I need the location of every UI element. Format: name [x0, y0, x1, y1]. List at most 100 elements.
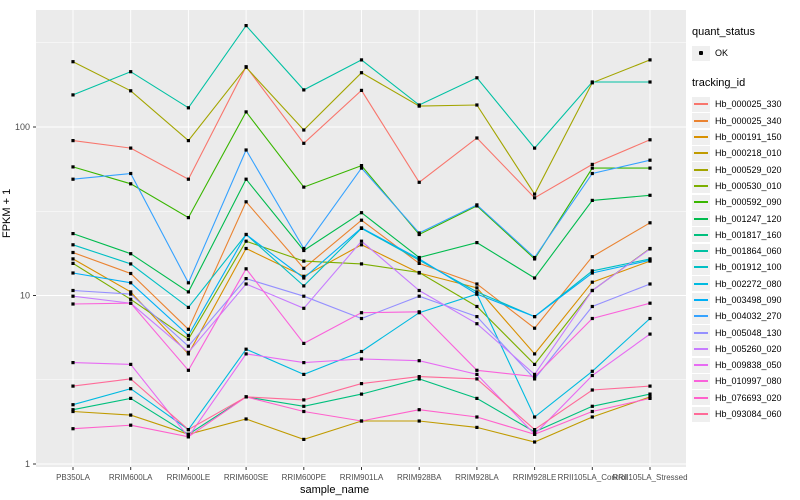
- data-point[interactable]: [186, 350, 190, 354]
- data-point[interactable]: [648, 258, 652, 262]
- data-point[interactable]: [475, 290, 479, 294]
- data-point[interactable]: [244, 239, 248, 243]
- data-point[interactable]: [590, 415, 594, 419]
- data-point[interactable]: [129, 182, 133, 186]
- data-point[interactable]: [186, 177, 190, 181]
- data-point[interactable]: [475, 292, 479, 296]
- data-point[interactable]: [244, 277, 248, 281]
- data-point[interactable]: [359, 419, 364, 423]
- data-point[interactable]: [359, 166, 364, 170]
- data-point[interactable]: [129, 271, 133, 276]
- data-point[interactable]: [302, 259, 306, 263]
- data-point[interactable]: [417, 375, 421, 379]
- legend-item-Hb_001912_100[interactable]: Hb_001912_100: [692, 259, 798, 275]
- data-point[interactable]: [533, 315, 537, 319]
- data-point[interactable]: [590, 162, 594, 166]
- data-point[interactable]: [71, 250, 75, 255]
- data-point[interactable]: [417, 231, 421, 235]
- data-point[interactable]: [244, 347, 248, 351]
- data-point[interactable]: [359, 243, 364, 247]
- data-point[interactable]: [417, 257, 421, 261]
- data-point[interactable]: [71, 93, 75, 97]
- data-point[interactable]: [244, 352, 248, 356]
- data-point[interactable]: [533, 415, 537, 419]
- data-point[interactable]: [186, 368, 190, 372]
- data-point[interactable]: [533, 146, 537, 150]
- data-point[interactable]: [244, 200, 248, 204]
- data-point[interactable]: [648, 80, 652, 84]
- data-point[interactable]: [186, 290, 190, 294]
- data-point[interactable]: [533, 362, 537, 366]
- data-point[interactable]: [475, 103, 479, 107]
- data-point[interactable]: [71, 165, 75, 169]
- data-point[interactable]: [648, 58, 652, 62]
- data-point[interactable]: [417, 419, 421, 423]
- data-point[interactable]: [648, 193, 652, 197]
- legend-item-Hb_000218_010[interactable]: Hb_000218_010: [692, 145, 798, 161]
- data-point[interactable]: [302, 404, 306, 408]
- data-point[interactable]: [648, 247, 652, 251]
- data-point[interactable]: [359, 382, 364, 386]
- data-point[interactable]: [648, 158, 652, 162]
- legend-item-Hb_010997_080[interactable]: Hb_010997_080: [692, 373, 798, 389]
- data-point[interactable]: [533, 255, 537, 260]
- data-point[interactable]: [648, 301, 652, 305]
- data-point[interactable]: [590, 304, 594, 309]
- data-point[interactable]: [186, 337, 190, 341]
- data-point[interactable]: [648, 282, 652, 286]
- data-point[interactable]: [475, 415, 479, 419]
- data-point[interactable]: [359, 211, 364, 215]
- legend-item-Hb_003498_090[interactable]: Hb_003498_090: [692, 292, 798, 308]
- data-point[interactable]: [648, 138, 652, 142]
- data-point[interactable]: [533, 276, 537, 280]
- data-point[interactable]: [648, 396, 652, 400]
- data-point[interactable]: [129, 362, 133, 366]
- data-point[interactable]: [417, 408, 421, 412]
- legend-item-Hb_001247_120[interactable]: Hb_001247_120: [692, 210, 798, 227]
- data-point[interactable]: [302, 276, 306, 280]
- data-point[interactable]: [244, 110, 248, 114]
- data-point[interactable]: [359, 88, 364, 92]
- data-point[interactable]: [71, 409, 75, 414]
- data-point[interactable]: [129, 387, 133, 391]
- data-point[interactable]: [475, 377, 479, 381]
- data-point[interactable]: [129, 70, 133, 74]
- data-point[interactable]: [302, 274, 306, 278]
- data-point[interactable]: [186, 428, 190, 432]
- data-point[interactable]: [359, 392, 364, 396]
- legend-item-Hb_005048_130[interactable]: Hb_005048_130: [692, 324, 798, 341]
- data-point[interactable]: [475, 282, 479, 286]
- data-point[interactable]: [129, 281, 133, 285]
- data-point[interactable]: [302, 361, 306, 365]
- data-point[interactable]: [475, 286, 479, 290]
- data-point[interactable]: [186, 305, 190, 309]
- data-point[interactable]: [533, 326, 537, 330]
- data-point[interactable]: [475, 315, 479, 319]
- data-point[interactable]: [359, 164, 364, 168]
- data-point[interactable]: [129, 292, 133, 296]
- data-point[interactable]: [129, 146, 133, 150]
- data-point[interactable]: [648, 316, 652, 321]
- data-point[interactable]: [244, 177, 248, 181]
- data-point[interactable]: [475, 368, 479, 372]
- data-point[interactable]: [475, 425, 479, 429]
- data-point[interactable]: [590, 255, 594, 259]
- data-point[interactable]: [417, 288, 421, 293]
- data-point[interactable]: [475, 304, 479, 309]
- data-point[interactable]: [71, 288, 75, 293]
- data-point[interactable]: [359, 316, 364, 321]
- data-point[interactable]: [129, 301, 133, 305]
- legend-item-Hb_093084_060[interactable]: Hb_093084_060: [692, 406, 798, 422]
- data-point[interactable]: [129, 290, 133, 294]
- data-point[interactable]: [533, 430, 537, 434]
- data-point[interactable]: [590, 280, 594, 284]
- data-point[interactable]: [475, 396, 479, 400]
- data-point[interactable]: [302, 248, 306, 253]
- legend-item-Hb_000529_020[interactable]: Hb_000529_020: [692, 161, 798, 178]
- data-point[interactable]: [590, 269, 594, 273]
- data-point[interactable]: [302, 372, 306, 376]
- data-point[interactable]: [129, 396, 133, 400]
- data-point[interactable]: [648, 332, 652, 336]
- data-point[interactable]: [244, 417, 248, 421]
- legend-item-Hb_000530_010[interactable]: Hb_000530_010: [692, 178, 798, 194]
